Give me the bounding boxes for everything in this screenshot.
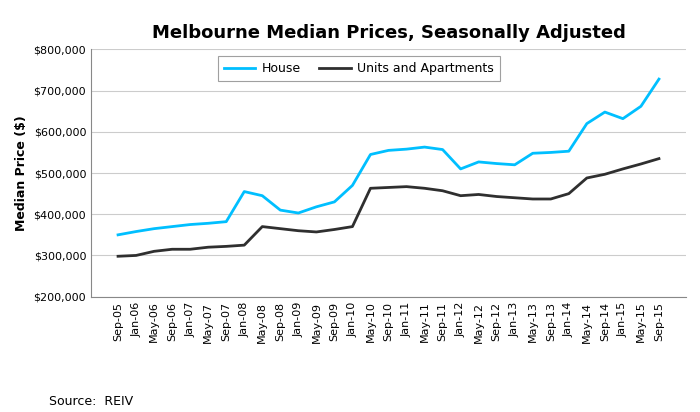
House: [654, 77, 663, 82]
House: [294, 211, 302, 215]
House: [402, 147, 411, 152]
Units and Apartments: [312, 229, 321, 234]
House: [312, 204, 321, 209]
Y-axis label: Median Price ($): Median Price ($): [15, 115, 28, 231]
Line: Units and Apartments: Units and Apartments: [118, 159, 659, 256]
House: [204, 221, 212, 226]
Units and Apartments: [456, 193, 465, 198]
Units and Apartments: [547, 197, 555, 201]
House: [186, 222, 195, 227]
House: [601, 110, 609, 115]
Units and Apartments: [294, 228, 302, 233]
Units and Apartments: [366, 186, 375, 191]
Title: Melbourne Median Prices, Seasonally Adjusted: Melbourne Median Prices, Seasonally Adju…: [152, 24, 625, 42]
Units and Apartments: [475, 192, 483, 197]
House: [330, 199, 339, 204]
Units and Apartments: [619, 166, 627, 171]
House: [114, 232, 122, 237]
House: [565, 149, 573, 154]
House: [168, 224, 176, 229]
Units and Apartments: [132, 253, 140, 258]
House: [384, 148, 393, 153]
House: [276, 208, 284, 213]
House: [456, 166, 465, 171]
House: [475, 159, 483, 164]
House: [258, 193, 267, 198]
Units and Apartments: [510, 195, 519, 200]
House: [619, 116, 627, 121]
House: [132, 229, 140, 234]
Units and Apartments: [330, 227, 339, 232]
House: [582, 121, 591, 126]
House: [438, 147, 447, 152]
Units and Apartments: [240, 243, 248, 248]
Units and Apartments: [582, 176, 591, 180]
House: [240, 189, 248, 194]
Units and Apartments: [150, 249, 158, 254]
Units and Apartments: [384, 185, 393, 190]
House: [150, 226, 158, 231]
Units and Apartments: [348, 224, 356, 229]
Units and Apartments: [637, 162, 645, 166]
Units and Apartments: [421, 186, 429, 191]
Units and Apartments: [402, 184, 411, 189]
Units and Apartments: [438, 188, 447, 193]
Units and Apartments: [654, 156, 663, 161]
Text: Source:  REIV: Source: REIV: [49, 395, 133, 408]
House: [366, 152, 375, 157]
Units and Apartments: [222, 244, 230, 249]
Units and Apartments: [565, 191, 573, 196]
Units and Apartments: [204, 245, 212, 250]
House: [637, 104, 645, 109]
Units and Apartments: [114, 254, 122, 259]
Units and Apartments: [168, 247, 176, 252]
Units and Apartments: [186, 247, 195, 252]
Legend: House, Units and Apartments: House, Units and Apartments: [218, 56, 500, 81]
Units and Apartments: [528, 197, 537, 201]
Units and Apartments: [601, 172, 609, 177]
House: [493, 161, 501, 166]
House: [421, 145, 429, 150]
Units and Apartments: [258, 224, 267, 229]
House: [222, 219, 230, 224]
Line: House: House: [118, 79, 659, 235]
House: [348, 183, 356, 188]
House: [510, 162, 519, 167]
House: [547, 150, 555, 155]
House: [528, 151, 537, 156]
Units and Apartments: [493, 194, 501, 199]
Units and Apartments: [276, 226, 284, 231]
